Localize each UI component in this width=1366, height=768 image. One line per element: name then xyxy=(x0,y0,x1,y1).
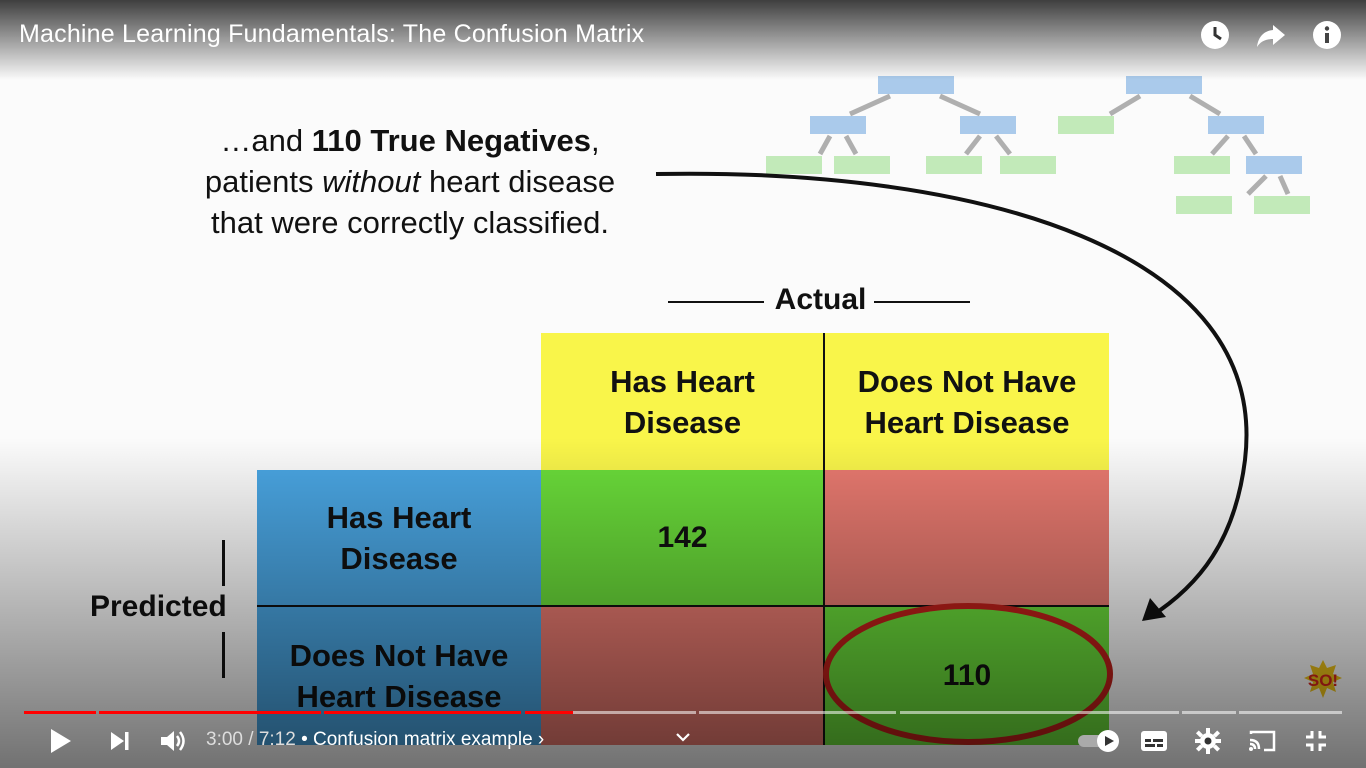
player-controls: 3:00 / 7:12 • Confusion matrix example › xyxy=(0,720,1366,764)
col-header-no-disease: Does Not Have Heart Disease xyxy=(825,333,1109,470)
top-overlay xyxy=(0,0,1366,80)
col-header-has-disease: Has Heart Disease xyxy=(541,333,824,470)
predicted-axis-label: Predicted xyxy=(90,590,227,623)
share-icon[interactable] xyxy=(1254,18,1288,52)
top-actions xyxy=(1198,18,1344,52)
progress-played-segment xyxy=(324,711,521,714)
next-button[interactable] xyxy=(100,720,140,762)
play-button[interactable] xyxy=(40,720,80,762)
cell-false-positive xyxy=(825,470,1109,606)
decision-trees-graphic xyxy=(766,76,1310,214)
subtitles-icon[interactable] xyxy=(1134,720,1174,762)
info-icon[interactable] xyxy=(1310,18,1344,52)
settings-gear-icon[interactable] xyxy=(1188,720,1228,762)
expand-chevron-icon[interactable] xyxy=(668,720,698,754)
volume-button[interactable] xyxy=(152,720,194,762)
time-display: 3:00 / 7:12 • Confusion matrix example › xyxy=(206,729,544,751)
exit-fullscreen-icon[interactable] xyxy=(1296,720,1336,762)
chapter-title[interactable]: • Confusion matrix example › xyxy=(295,729,545,750)
predicted-axis-tick xyxy=(222,632,225,678)
cast-icon[interactable] xyxy=(1242,720,1282,762)
progress-played-segment xyxy=(99,711,321,714)
channel-logo-icon[interactable]: SO! xyxy=(1302,658,1344,700)
progress-played-segment xyxy=(525,711,574,714)
progress-bar[interactable] xyxy=(24,711,1342,715)
progress-played-segment xyxy=(24,711,96,714)
autoplay-toggle[interactable] xyxy=(1074,720,1124,762)
svg-text:SO!: SO! xyxy=(1308,671,1338,690)
row-header-has-disease: Has Heart Disease xyxy=(257,470,541,606)
narration-text: …and 110 True Negatives, patients withou… xyxy=(204,123,616,240)
actual-axis-label: Actual xyxy=(668,283,970,319)
cell-true-positive: 142 xyxy=(541,470,824,606)
predicted-axis-tick xyxy=(222,540,225,586)
watch-later-icon[interactable] xyxy=(1198,18,1232,52)
time-display-current: 3:00 / 7:12 xyxy=(206,729,296,750)
video-title[interactable]: Machine Learning Fundamentals: The Confu… xyxy=(19,20,645,48)
